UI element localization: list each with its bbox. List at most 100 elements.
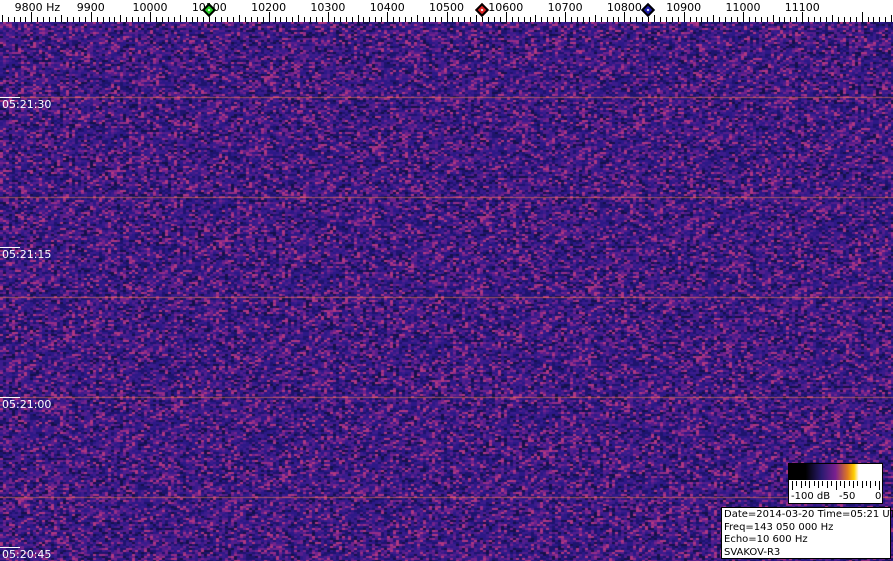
axis-tick xyxy=(559,17,560,22)
colorbar-tick xyxy=(818,481,820,488)
axis-tick xyxy=(417,15,418,22)
time-tick xyxy=(0,397,20,398)
axis-tick xyxy=(340,17,341,22)
frequency-axis: 9800 Hz990010000101001020010300104001050… xyxy=(0,0,893,22)
axis-tick xyxy=(49,17,50,22)
axis-tick xyxy=(571,17,572,22)
axis-tick xyxy=(767,17,768,22)
axis-tick xyxy=(613,17,614,22)
axis-tick xyxy=(784,17,785,22)
axis-tick xyxy=(280,17,281,22)
axis-tick xyxy=(844,17,845,22)
axis-tick xyxy=(97,17,98,22)
x-tick-label: 11100 xyxy=(784,1,820,14)
time-tick xyxy=(0,97,20,98)
axis-tick xyxy=(482,17,483,22)
axis-tick xyxy=(565,12,566,22)
axis-tick xyxy=(67,17,68,22)
waterfall-spectrogram xyxy=(0,22,893,561)
axis-tick xyxy=(197,17,198,22)
axis-tick xyxy=(850,17,851,22)
axis-tick xyxy=(429,17,430,22)
axis-tick xyxy=(209,12,210,22)
time-label: 05:21:00 xyxy=(2,398,52,411)
axis-tick xyxy=(375,17,376,22)
axis-tick xyxy=(14,17,15,22)
axis-tick xyxy=(642,17,643,22)
axis-tick xyxy=(352,17,353,22)
axis-tick xyxy=(239,15,240,22)
colorbar-label-mid: -50 xyxy=(839,491,856,502)
x-tick-label: 11000 xyxy=(725,1,761,14)
colorbar-tick xyxy=(861,481,863,488)
colorbar-tick xyxy=(865,481,867,486)
axis-tick xyxy=(660,17,661,22)
axis-tick xyxy=(381,17,382,22)
colorbar-label-max: 0 xyxy=(875,491,882,502)
axis-tick xyxy=(731,17,732,22)
x-tick-label: 10000 xyxy=(132,1,168,14)
axis-tick xyxy=(310,17,311,22)
axis-tick xyxy=(393,17,394,22)
axis-tick xyxy=(856,17,857,22)
axis-tick xyxy=(269,12,270,22)
time-label: 05:20:45 xyxy=(2,548,52,561)
axis-tick xyxy=(636,17,637,22)
axis-tick xyxy=(512,17,513,22)
axis-tick xyxy=(500,17,501,22)
colorbar-tick xyxy=(796,481,798,486)
colorbar-tick xyxy=(805,481,807,486)
axis-tick xyxy=(233,17,234,22)
axis-tick xyxy=(55,17,56,22)
colorbar-tick xyxy=(792,481,793,490)
axis-tick xyxy=(541,17,542,22)
axis-tick xyxy=(737,17,738,22)
axis-tick xyxy=(749,17,750,22)
axis-tick xyxy=(464,17,465,22)
axis-tick xyxy=(162,17,163,22)
time-label: 05:21:30 xyxy=(2,98,52,111)
axis-tick xyxy=(251,17,252,22)
time-label: 05:21:15 xyxy=(2,248,52,261)
axis-tick xyxy=(826,17,827,22)
axis-tick xyxy=(43,17,44,22)
axis-tick xyxy=(808,17,809,22)
axis-tick xyxy=(79,17,80,22)
axis-tick xyxy=(885,17,886,22)
axis-tick xyxy=(203,17,204,22)
axis-tick xyxy=(666,17,667,22)
x-tick-label: 10500 xyxy=(429,1,464,14)
colorbar-tick xyxy=(852,481,854,488)
axis-tick xyxy=(707,17,708,22)
axis-tick xyxy=(322,17,323,22)
axis-tick xyxy=(458,17,459,22)
x-tick-label: 10300 xyxy=(310,1,346,14)
axis-tick xyxy=(678,17,679,22)
axis-tick xyxy=(227,17,228,22)
axis-tick xyxy=(577,17,578,22)
axis-tick xyxy=(488,17,489,22)
axis-tick xyxy=(530,17,531,22)
axis-tick xyxy=(696,17,697,22)
x-tick-label: 9900 xyxy=(76,1,105,14)
axis-tick xyxy=(286,17,287,22)
axis-tick xyxy=(547,17,548,22)
axis-tick xyxy=(174,17,175,22)
colorbar-tick xyxy=(826,481,828,488)
axis-tick xyxy=(725,17,726,22)
axis-tick xyxy=(298,15,299,22)
axis-tick xyxy=(820,17,821,22)
axis-tick xyxy=(91,12,92,22)
colorbar-tick xyxy=(839,481,841,486)
axis-tick xyxy=(891,15,892,22)
axis-tick xyxy=(761,17,762,22)
axis-tick xyxy=(873,17,874,22)
axis-tick xyxy=(31,12,32,22)
axis-tick xyxy=(506,12,507,22)
axis-tick xyxy=(814,17,815,22)
axis-tick xyxy=(773,15,774,22)
colorbar-tick xyxy=(870,481,872,488)
x-tick-label: 10700 xyxy=(547,1,583,14)
axis-tick xyxy=(126,17,127,22)
axis-tick xyxy=(796,17,797,22)
